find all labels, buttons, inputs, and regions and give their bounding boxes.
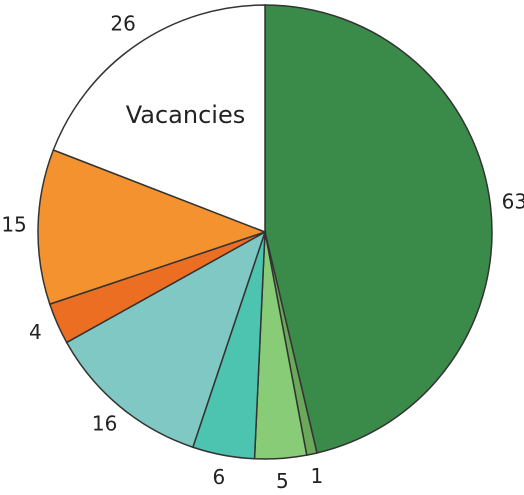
slice-value-label: 5 [276,469,289,491]
slice-category-label: Vacancies [126,101,246,129]
pie-slice [264,4,493,454]
pie-slice [52,4,266,234]
slice-value-label: 1 [310,464,323,488]
slice-value-label: 4 [29,320,42,344]
pie-slice [37,149,268,306]
slice-value-label: 15 [1,213,26,237]
pie-slice [65,230,267,449]
slice-value-label: 63 [502,190,524,214]
slice-value-label: 16 [92,412,117,436]
slice-value-label: 26 [110,11,135,35]
slice-value-label: 6 [213,465,226,489]
